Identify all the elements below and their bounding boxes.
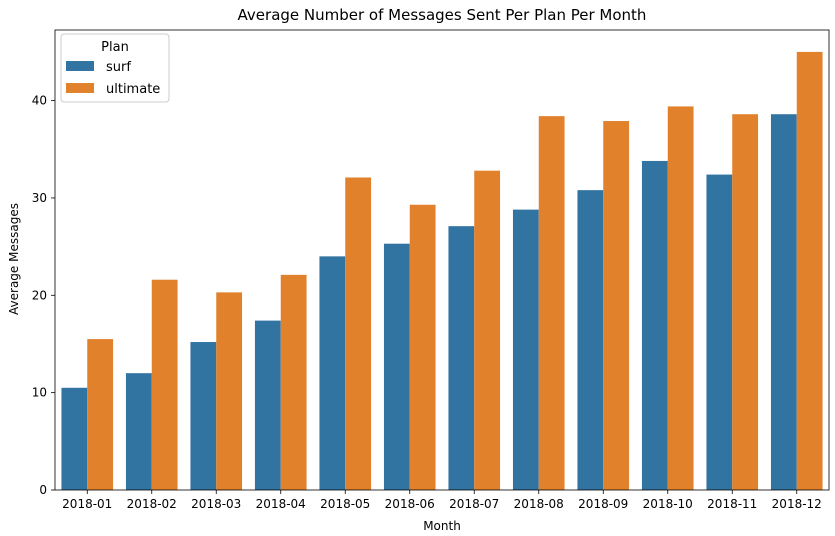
bar-surf-2018-05: [319, 256, 346, 490]
bar-surf-2018-07: [448, 226, 475, 490]
bar-ultimate-2018-04: [280, 274, 307, 490]
bar-ultimate-2018-05: [345, 177, 372, 490]
y-tick-label: 10: [32, 386, 47, 400]
bars-group: [61, 51, 823, 491]
x-tick-label: 2018-01: [62, 497, 112, 511]
plot-frame: [54, 29, 830, 491]
y-tick-label: 0: [39, 483, 47, 497]
bar-ultimate-2018-08: [538, 116, 565, 491]
bar-surf-2018-04: [254, 320, 281, 490]
bar-surf-2018-02: [125, 373, 152, 490]
legend-title: Plan: [101, 40, 129, 55]
x-tick-label: 2018-10: [643, 497, 693, 511]
bar-ultimate-2018-03: [216, 292, 243, 490]
bar-surf-2018-10: [641, 160, 668, 490]
bar-surf-2018-01: [61, 387, 88, 490]
bar-ultimate-2018-07: [474, 170, 501, 490]
x-tick-label: 2018-08: [514, 497, 564, 511]
bar-surf-2018-11: [706, 174, 733, 491]
y-tick-label: 20: [32, 288, 47, 302]
bar-surf-2018-09: [577, 190, 604, 491]
x-tick-label: 2018-04: [256, 497, 306, 511]
bar-ultimate-2018-02: [151, 279, 178, 490]
x-tick-label: 2018-11: [707, 497, 757, 511]
x-tick-label: 2018-03: [191, 497, 241, 511]
chart-title: Average Number of Messages Sent Per Plan…: [238, 6, 647, 24]
legend-label-ultimate: ultimate: [106, 82, 160, 97]
legend-swatch-ultimate: [66, 83, 94, 93]
y-tick-label: 30: [32, 191, 47, 205]
legend-label-surf: surf: [106, 60, 131, 75]
bar-surf-2018-03: [190, 342, 217, 490]
bar-surf-2018-06: [383, 243, 410, 490]
x-tick-label: 2018-02: [127, 497, 177, 511]
bar-surf-2018-12: [770, 114, 797, 490]
x-axis-label: Month: [423, 519, 461, 533]
x-tick-label: 2018-05: [320, 497, 370, 511]
bar-ultimate-2018-12: [796, 51, 823, 491]
legend: Plan surf ultimate: [60, 33, 170, 103]
bar-ultimate-2018-09: [603, 121, 630, 490]
bar-ultimate-2018-01: [87, 339, 114, 490]
y-axis-ticks: 0 10 20 30 40: [32, 94, 55, 497]
bar-ultimate-2018-11: [732, 114, 759, 490]
x-tick-label: 2018-12: [772, 497, 822, 511]
bar-ultimate-2018-10: [667, 106, 694, 490]
bar-ultimate-2018-06: [409, 204, 436, 490]
x-tick-label: 2018-06: [385, 497, 435, 511]
y-axis-label: Average Messages: [7, 203, 21, 315]
bar-surf-2018-08: [512, 209, 539, 490]
legend-swatch-surf: [66, 61, 94, 71]
y-tick-label: 40: [32, 94, 47, 108]
x-axis-ticks: 2018-01 2018-02 2018-03 2018-04 2018-05 2018-…: [62, 490, 822, 511]
x-tick-label: 2018-07: [449, 497, 499, 511]
x-tick-label: 2018-09: [578, 497, 628, 511]
